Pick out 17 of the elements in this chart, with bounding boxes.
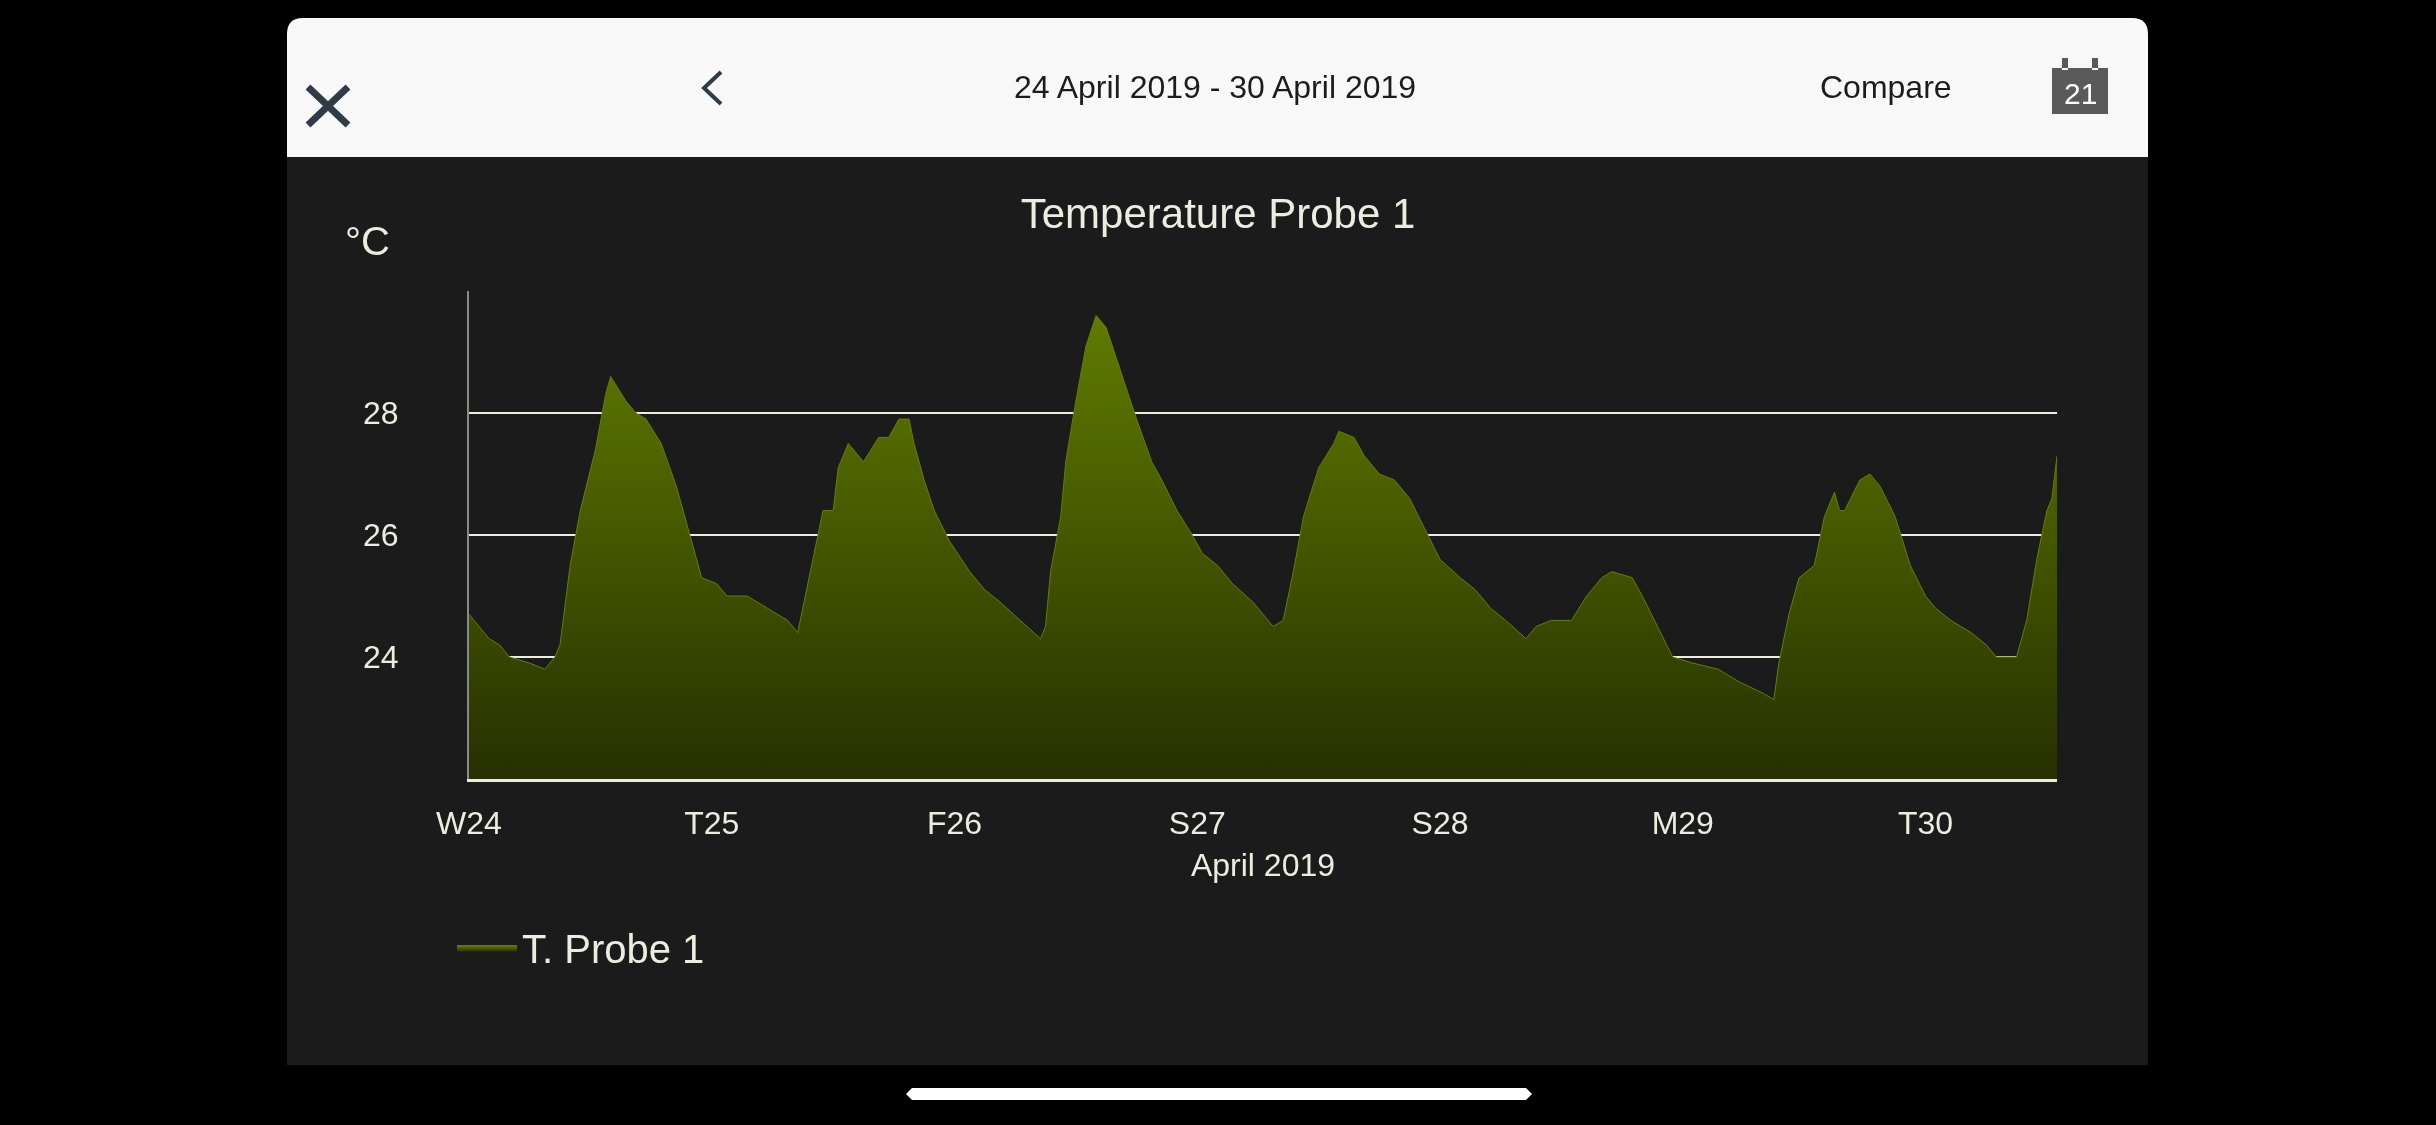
x-tick-label: S28 xyxy=(1411,805,1469,842)
text: 21 xyxy=(2064,77,2098,110)
x-tick-label: W24 xyxy=(436,805,502,842)
y-tick-label: 24 xyxy=(363,639,399,676)
y-axis-title: °C xyxy=(345,219,390,263)
y-tick-label: 26 xyxy=(363,517,399,554)
legend-label: T. Probe 1 xyxy=(522,927,705,972)
x-axis-title: April 2019 xyxy=(1190,847,1336,884)
x-tick-label: M29 xyxy=(1651,805,1714,842)
x-tick-label: T30 xyxy=(1897,805,1954,842)
chart-subtitle: 24 April 2019 - 30 April 2019 xyxy=(1014,69,1417,105)
text: Compare xyxy=(1820,69,1952,105)
x-tick-label: S27 xyxy=(1168,805,1226,842)
x-tick-label: F26 xyxy=(926,805,983,842)
y-tick-label: 28 xyxy=(363,395,399,432)
x-tick-label: T25 xyxy=(684,805,740,842)
chart-title: Temperature Probe 1 xyxy=(1020,189,1416,237)
